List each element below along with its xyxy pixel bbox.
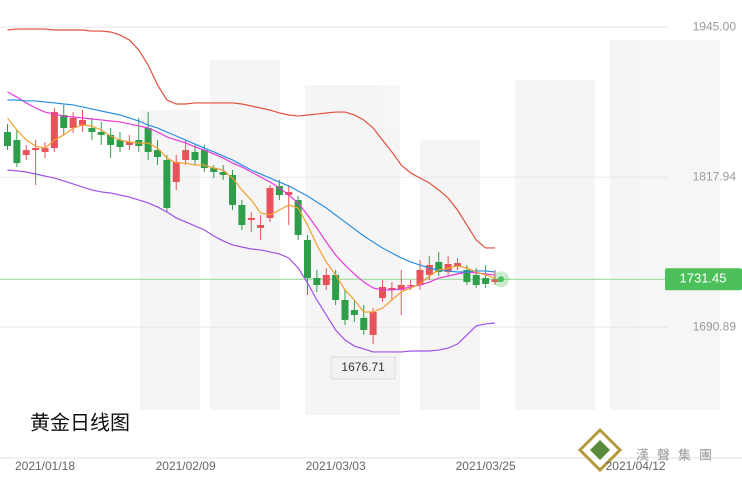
candle-body xyxy=(397,284,405,290)
chart-title: 黄金日线图 xyxy=(30,411,130,434)
candle-body xyxy=(322,274,330,285)
logo-icon xyxy=(577,427,623,473)
candle-body xyxy=(144,127,152,152)
candle-body xyxy=(482,278,490,284)
logo-icon-inner xyxy=(590,440,610,460)
last-price-dot xyxy=(498,276,504,283)
candle-body xyxy=(154,150,161,158)
watermark-buildings xyxy=(140,40,720,415)
low-marker-box xyxy=(330,356,396,380)
candle-body xyxy=(463,270,471,283)
candle-body xyxy=(275,185,283,196)
candle-body xyxy=(247,217,255,220)
candle-body xyxy=(219,172,227,175)
candle-body xyxy=(41,148,49,152)
last-price-label: 1731.45 xyxy=(680,271,727,286)
candle-body xyxy=(210,167,218,173)
candle-body xyxy=(388,287,396,290)
candle-body xyxy=(97,131,105,135)
candle-body xyxy=(472,274,480,285)
candle-body xyxy=(425,265,433,275)
candle-body xyxy=(313,278,321,285)
candle-body xyxy=(13,140,21,164)
y-tick-label: 1690.89 xyxy=(693,319,737,333)
indicator-line xyxy=(7,117,496,313)
indicator-line xyxy=(7,169,496,353)
candle-body xyxy=(32,148,40,151)
candle-body xyxy=(88,127,96,132)
x-tick-label: 2021/03/03 xyxy=(306,459,366,473)
candle-body xyxy=(116,140,124,147)
low-marker-label: 1676.71 xyxy=(341,360,385,374)
indicator-line xyxy=(7,99,496,273)
candle-body xyxy=(125,142,133,145)
logo-text: 漢聲集團 xyxy=(636,447,720,462)
candle-body xyxy=(107,134,115,145)
x-tick-label: 2021/04/12 xyxy=(606,459,666,473)
x-tick-label: 2021/03/25 xyxy=(456,459,516,473)
candle-body xyxy=(172,161,180,183)
candle-body xyxy=(79,119,86,126)
candle-body xyxy=(257,225,265,228)
logo: 漢聲集團 xyxy=(577,427,720,473)
candles xyxy=(4,104,499,344)
candle-body xyxy=(360,317,368,330)
candle-body xyxy=(163,159,171,209)
candle-body xyxy=(182,150,190,160)
indicator-line xyxy=(7,28,495,249)
candle-body xyxy=(294,199,302,235)
candle-body xyxy=(238,204,246,226)
candle-body xyxy=(332,274,340,300)
candle-body xyxy=(379,287,386,298)
candle-body xyxy=(50,112,58,149)
candle-body xyxy=(22,150,30,156)
candle-body xyxy=(416,270,424,285)
candle-body xyxy=(407,284,415,286)
candle-body xyxy=(60,114,68,128)
candle-body xyxy=(491,279,499,283)
candle-body xyxy=(341,299,349,320)
candle-body xyxy=(69,117,77,128)
candle-body xyxy=(285,191,293,196)
y-tick-label: 1817.94 xyxy=(693,169,737,183)
candle-body xyxy=(435,261,443,273)
x-tick-label: 2021/02/09 xyxy=(156,459,216,473)
candle-body xyxy=(350,310,358,315)
y-tick-label: 1945.00 xyxy=(693,19,737,33)
candle-body xyxy=(4,131,11,147)
candle-body xyxy=(200,150,208,168)
x-tick-label: 2021/01/18 xyxy=(15,459,75,473)
candle-body xyxy=(229,174,236,205)
candle-body xyxy=(454,263,461,266)
last-price-tag xyxy=(665,268,742,291)
candle-body xyxy=(191,151,199,160)
candle-body xyxy=(266,187,274,218)
candle-body xyxy=(369,312,377,335)
candle-body xyxy=(304,240,311,279)
